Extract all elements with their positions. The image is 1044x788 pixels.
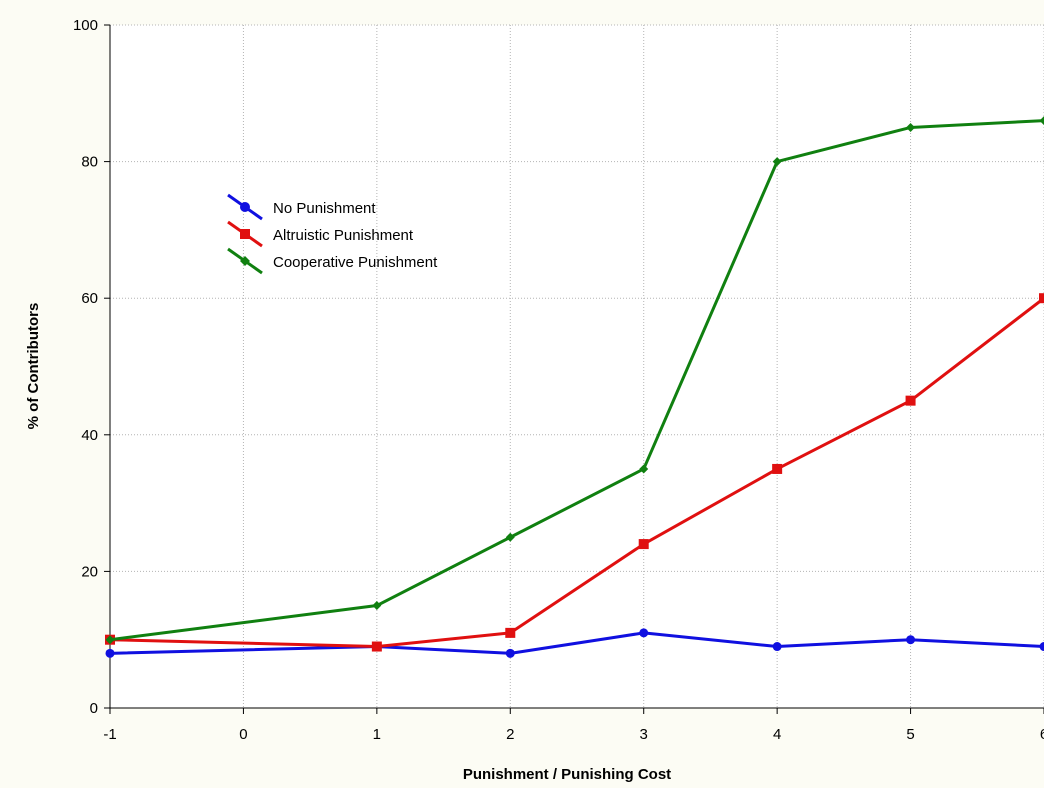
x-axis-ticks: -1 0 1 2 3 4 5 6 xyxy=(103,708,1044,743)
y-tick-label: 20 xyxy=(81,563,98,580)
legend-marker-altruistic-punishment xyxy=(240,229,250,239)
legend: No Punishment Altruistic Punishment Cooper… xyxy=(227,193,438,275)
altruistic-punishment-point xyxy=(371,641,382,652)
y-tick-label: 40 xyxy=(81,427,98,444)
cooperative-punishment-point xyxy=(105,635,115,645)
x-tick-label: 2 xyxy=(506,726,514,743)
cooperative-punishment-point xyxy=(772,157,782,167)
cooperative-punishment-point xyxy=(639,464,649,474)
legend-marker-no-punishment xyxy=(240,202,250,212)
y-tick-label: 60 xyxy=(81,290,98,307)
cooperative-punishment-point xyxy=(505,532,515,542)
legend-label-cooperative-punishment: Cooperative Punishment xyxy=(273,254,438,271)
plot-area xyxy=(110,25,1044,708)
x-tick-label: -1 xyxy=(103,726,116,743)
no-punishment-point xyxy=(772,642,782,652)
cooperative-punishment-point xyxy=(372,601,382,611)
x-tick-label: 1 xyxy=(373,726,381,743)
legend-marker-cooperative-punishment xyxy=(240,256,250,266)
legend-label-altruistic-punishment: Altruistic Punishment xyxy=(273,227,414,244)
altruistic-punishment-point xyxy=(638,539,649,550)
cooperative-punishment-point xyxy=(1039,116,1044,126)
y-axis-title: % of Contributors xyxy=(25,303,42,430)
x-tick-label: 4 xyxy=(773,726,781,743)
no-punishment-point xyxy=(906,635,916,645)
x-tick-label: 3 xyxy=(640,726,648,743)
y-tick-label: 80 xyxy=(81,154,98,171)
cooperative-punishment-point xyxy=(906,122,916,132)
y-tick-label: 0 xyxy=(90,700,98,717)
y-axis-ticks: 0 20 40 60 80 100 xyxy=(73,17,110,717)
x-tick-label: 0 xyxy=(239,726,247,743)
cooperative-punishment-series xyxy=(105,116,1044,645)
no-punishment-point xyxy=(105,648,115,658)
x-tick-label: 6 xyxy=(1040,726,1044,743)
no-punishment-point xyxy=(639,628,649,638)
altruistic-punishment-point xyxy=(772,463,783,474)
y-tick-label: 100 xyxy=(73,17,98,34)
series-group xyxy=(105,116,1044,658)
axes xyxy=(109,25,1044,709)
x-tick-label: 5 xyxy=(906,726,914,743)
altruistic-punishment-point xyxy=(1039,293,1044,304)
altruistic-punishment-point xyxy=(905,395,916,406)
no-punishment-point xyxy=(505,648,515,658)
altruistic-punishment-point xyxy=(505,627,516,638)
legend-label-no-punishment: No Punishment xyxy=(273,200,376,217)
x-axis-title: Punishment / Punishing Cost xyxy=(463,766,671,783)
no-punishment-point xyxy=(1039,642,1044,652)
